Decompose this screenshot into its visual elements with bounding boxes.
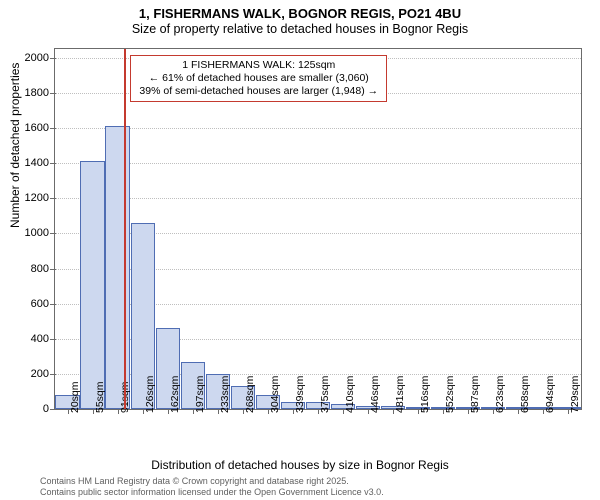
footer-line-2: Contains public sector information licen…: [40, 487, 384, 498]
title-main: 1, FISHERMANS WALK, BOGNOR REGIS, PO21 4…: [0, 6, 600, 22]
y-tick: 1400: [25, 157, 55, 169]
x-tick-label: 162sqm: [169, 376, 181, 413]
x-tick-label: 623sqm: [494, 376, 506, 413]
x-tick-label: 481sqm: [394, 376, 406, 413]
property-marker-line: [124, 49, 126, 409]
x-tick-label: 516sqm: [419, 376, 431, 413]
x-axis-label: Distribution of detached houses by size …: [0, 458, 600, 472]
x-tick-label: 55sqm: [94, 381, 106, 413]
y-tick: 200: [31, 368, 55, 380]
x-tick-label: 126sqm: [144, 376, 156, 413]
y-tick: 0: [43, 403, 55, 415]
x-tick-label: 694sqm: [544, 376, 556, 413]
y-tick: 1600: [25, 122, 55, 134]
annotation-box: 1 FISHERMANS WALK: 125sqm← 61% of detach…: [130, 55, 387, 102]
x-tick-label: 446sqm: [369, 376, 381, 413]
plot-area: 020040060080010001200140016001800200020s…: [54, 48, 582, 410]
x-tick-label: 375sqm: [319, 376, 331, 413]
footer-line-1: Contains HM Land Registry data © Crown c…: [40, 476, 384, 487]
y-tick: 1000: [25, 227, 55, 239]
chart-area: 020040060080010001200140016001800200020s…: [54, 48, 582, 410]
y-tick: 800: [31, 263, 55, 275]
y-axis-label: Number of detached properties: [8, 63, 22, 228]
x-tick-label: 339sqm: [294, 376, 306, 413]
annotation-line: 39% of semi-detached houses are larger (…: [139, 85, 378, 98]
x-tick-label: 197sqm: [194, 376, 206, 413]
annotation-line: ← 61% of detached houses are smaller (3,…: [139, 72, 378, 85]
x-tick-label: 410sqm: [344, 376, 356, 413]
x-tick-label: 552sqm: [444, 376, 456, 413]
gridline: [55, 128, 581, 129]
y-tick: 1200: [25, 192, 55, 204]
gridline: [55, 163, 581, 164]
x-tick-label: 268sqm: [244, 376, 256, 413]
y-tick: 1800: [25, 87, 55, 99]
title-sub: Size of property relative to detached ho…: [0, 22, 600, 38]
annotation-line: 1 FISHERMANS WALK: 125sqm: [139, 59, 378, 72]
footer-attribution: Contains HM Land Registry data © Crown c…: [40, 476, 384, 498]
x-tick-label: 233sqm: [219, 376, 231, 413]
y-tick: 400: [31, 333, 55, 345]
x-tick-label: 20sqm: [69, 381, 81, 413]
x-tick-label: 658sqm: [519, 376, 531, 413]
x-tick-label: 304sqm: [269, 376, 281, 413]
y-tick: 600: [31, 298, 55, 310]
chart-title-block: 1, FISHERMANS WALK, BOGNOR REGIS, PO21 4…: [0, 0, 600, 38]
gridline: [55, 198, 581, 199]
x-tick-label: 587sqm: [469, 376, 481, 413]
histogram-bar: [80, 161, 104, 409]
x-tick-label: 729sqm: [569, 376, 581, 413]
y-tick: 2000: [25, 52, 55, 64]
